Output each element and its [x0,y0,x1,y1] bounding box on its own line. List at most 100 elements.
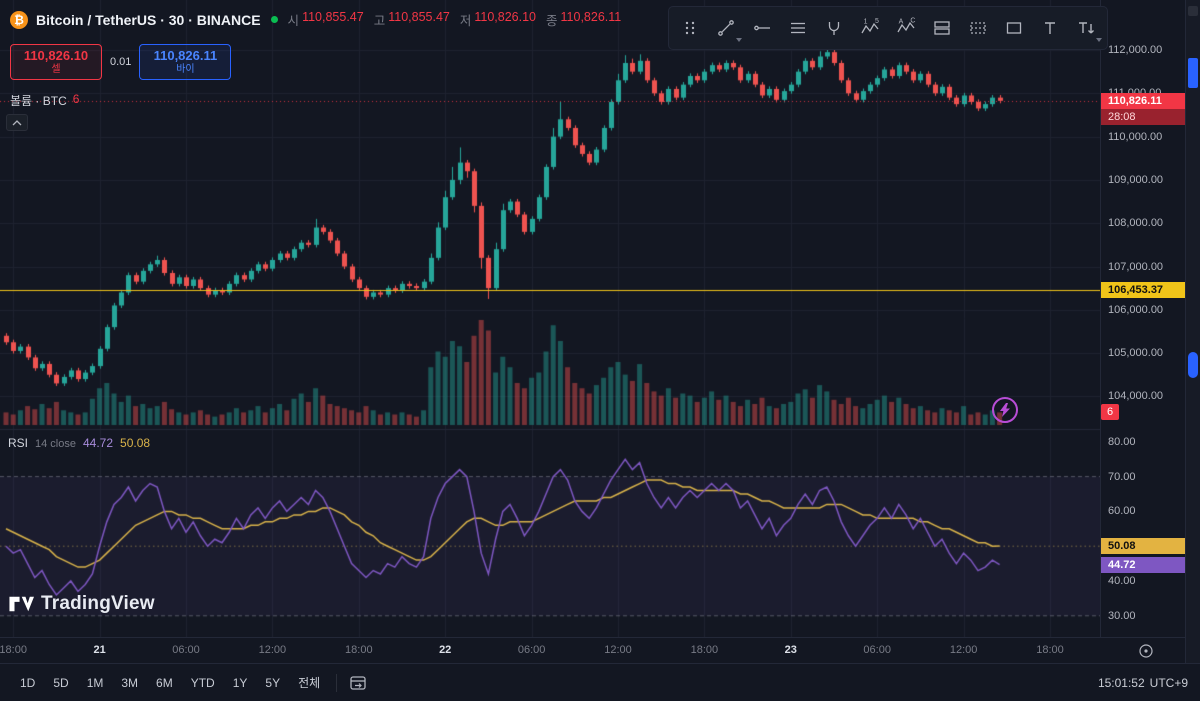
toolbar-anchored-text-button[interactable] [1069,11,1103,45]
price-tick-label: 109,000.00 [1108,173,1164,186]
price-tick-label: 105,000.00 [1108,347,1164,360]
volume-value: 6 [72,92,80,106]
price-chart-canvas[interactable] [0,0,1100,637]
toolbar-position-button[interactable] [925,11,959,45]
time-tick-label: 12:00 [258,644,287,656]
svg-text:A: A [899,19,904,26]
toolbar-drag-handle-button[interactable] [673,11,707,45]
sell-price: 110,826.10 [23,47,89,63]
scrollbar-handle-top[interactable] [1188,58,1198,88]
bottom-toolbar: 1D 5D 1M 3M 6M YTD 1Y 5Y 전체 15:01:52 UTC+9 [0,663,1200,701]
toolbar-text-button[interactable] [1033,11,1067,45]
date-range-buttons: 1D 5D 1M 3M 6M YTD 1Y 5Y 전체 [12,669,328,696]
current-price-badge: 110,826.11 28:08 [1101,92,1185,125]
anchored-text-icon [1079,22,1094,34]
caret-down-icon [1096,38,1102,42]
rsi-tick-label: 80.00 [1108,435,1136,448]
target-icon [1139,644,1153,658]
toolbar-pitchfork-button[interactable] [817,11,851,45]
range-button-6M[interactable]: 6M [148,671,181,695]
sell-button[interactable]: 110,826.10 셀 [10,44,102,80]
go-to-date-button[interactable] [345,670,371,696]
toolbar-rectangle-button[interactable] [997,11,1031,45]
time-axis[interactable]: 18:00 21 06:00 12:00 18:00 22 06:00 12:00 18:00 2… [0,637,1185,664]
lightning-bolt-icon [1000,403,1010,417]
range-button-1Y[interactable]: 1Y [225,671,256,695]
collapse-indicator-button[interactable] [6,114,28,131]
time-tick-label: 12:00 [949,644,978,656]
svg-text:1: 1 [864,19,868,26]
toolbar-trend-line-button[interactable] [709,11,743,45]
time-tick-day-label: 23 [784,644,797,656]
time-tick-label: 18:00 [345,644,373,656]
go-to-realtime-button[interactable] [1136,641,1156,661]
toolbar-parallel-lines-button[interactable] [781,11,815,45]
buy-button[interactable]: 110,826.11 바이 [139,44,232,80]
rsi-tick-label: 60.00 [1108,505,1136,518]
rsi-legend: RSI 14 close 44.72 50.08 [8,436,150,450]
text-icon [1045,22,1055,34]
rsi-title[interactable]: RSI [8,436,29,450]
low-label: 저 [459,14,472,28]
tradingview-logo-text: TradingView [41,593,155,614]
rsi-value-badge: 44.72 [1101,556,1185,573]
scrollbar-top-button[interactable] [1188,6,1198,16]
volume-legend: 볼륨 · BTC 6 [10,92,79,109]
market-open-dot [270,16,278,23]
range-button-5Y[interactable]: 5Y [257,671,288,695]
time-tick-label: 06:00 [172,644,200,656]
time-tick-day-label: 21 [93,644,106,656]
time-tick-label: 18:00 [690,644,719,656]
time-tick-day-label: 22 [439,644,452,656]
close-value: 110,826.11 [560,10,622,24]
rsi-params: 14 close [35,438,76,450]
range-button-YTD[interactable]: YTD [183,671,223,695]
time-tick-label: 12:00 [604,644,632,656]
price-axis[interactable]: 110,826.11 28:08 106,453.37 6 50.08 44.7… [1100,0,1185,637]
volume-label: 볼륨 · BTC [10,94,67,108]
range-button-3M[interactable]: 3M [113,671,146,695]
rsi-tick-label: 40.00 [1108,575,1136,587]
high-value: 110,855.47 [388,10,450,24]
time-tick-label: 18:00 [1036,644,1064,656]
low-value: 110,826.10 [474,10,537,24]
projection-icon [970,22,986,34]
sell-label: 셀 [51,63,61,75]
bitcoin-logo-icon: ₿ [10,10,28,29]
close-label: 종 [546,14,558,28]
svg-text:C: C [910,18,915,25]
position-icon [934,21,950,35]
high-label: 고 [373,14,386,28]
range-button-전체[interactable]: 전체 [290,669,328,696]
yellow-level-badge: 106,453.37 [1101,281,1185,298]
chevron-up-icon [12,119,22,125]
price-tick-label: 106,000.00 [1108,303,1164,316]
toolbar-projection-button[interactable] [961,11,995,45]
scrollbar-handle-mid[interactable] [1188,352,1198,378]
drag-handle-icon [685,21,695,35]
tradingview-logo[interactable]: TradingView [8,592,155,616]
price-tick-label: 108,000.00 [1108,217,1164,230]
range-button-1M[interactable]: 1M [79,671,112,695]
toolbar-horizontal-ray-button[interactable] [745,11,779,45]
range-button-5D[interactable]: 5D [45,671,76,695]
rsi-tick-label: 70.00 [1108,470,1136,483]
buy-price: 110,826.11 [153,47,218,63]
clock-time: 15:01:52 [1097,675,1145,690]
rsi-last-value: 44.72 [83,436,114,450]
range-button-1D[interactable]: 1D [12,671,43,695]
clock-area[interactable]: 15:01:52 UTC+9 [1098,676,1188,690]
tradingview-mark-icon [9,596,34,612]
symbol-title[interactable]: Bitcoin / TetherUS · 30 · BINANCE [36,11,261,28]
time-tick-label: 06:00 [863,644,891,656]
flash-trade-icon[interactable] [992,397,1018,423]
right-scrollbar[interactable] [1185,0,1200,663]
bar-countdown: 28:08 [1101,108,1185,125]
trend-line-icon [718,20,734,36]
pitchfork-icon [828,22,840,35]
current-price-value: 110,826.11 [1101,92,1185,109]
